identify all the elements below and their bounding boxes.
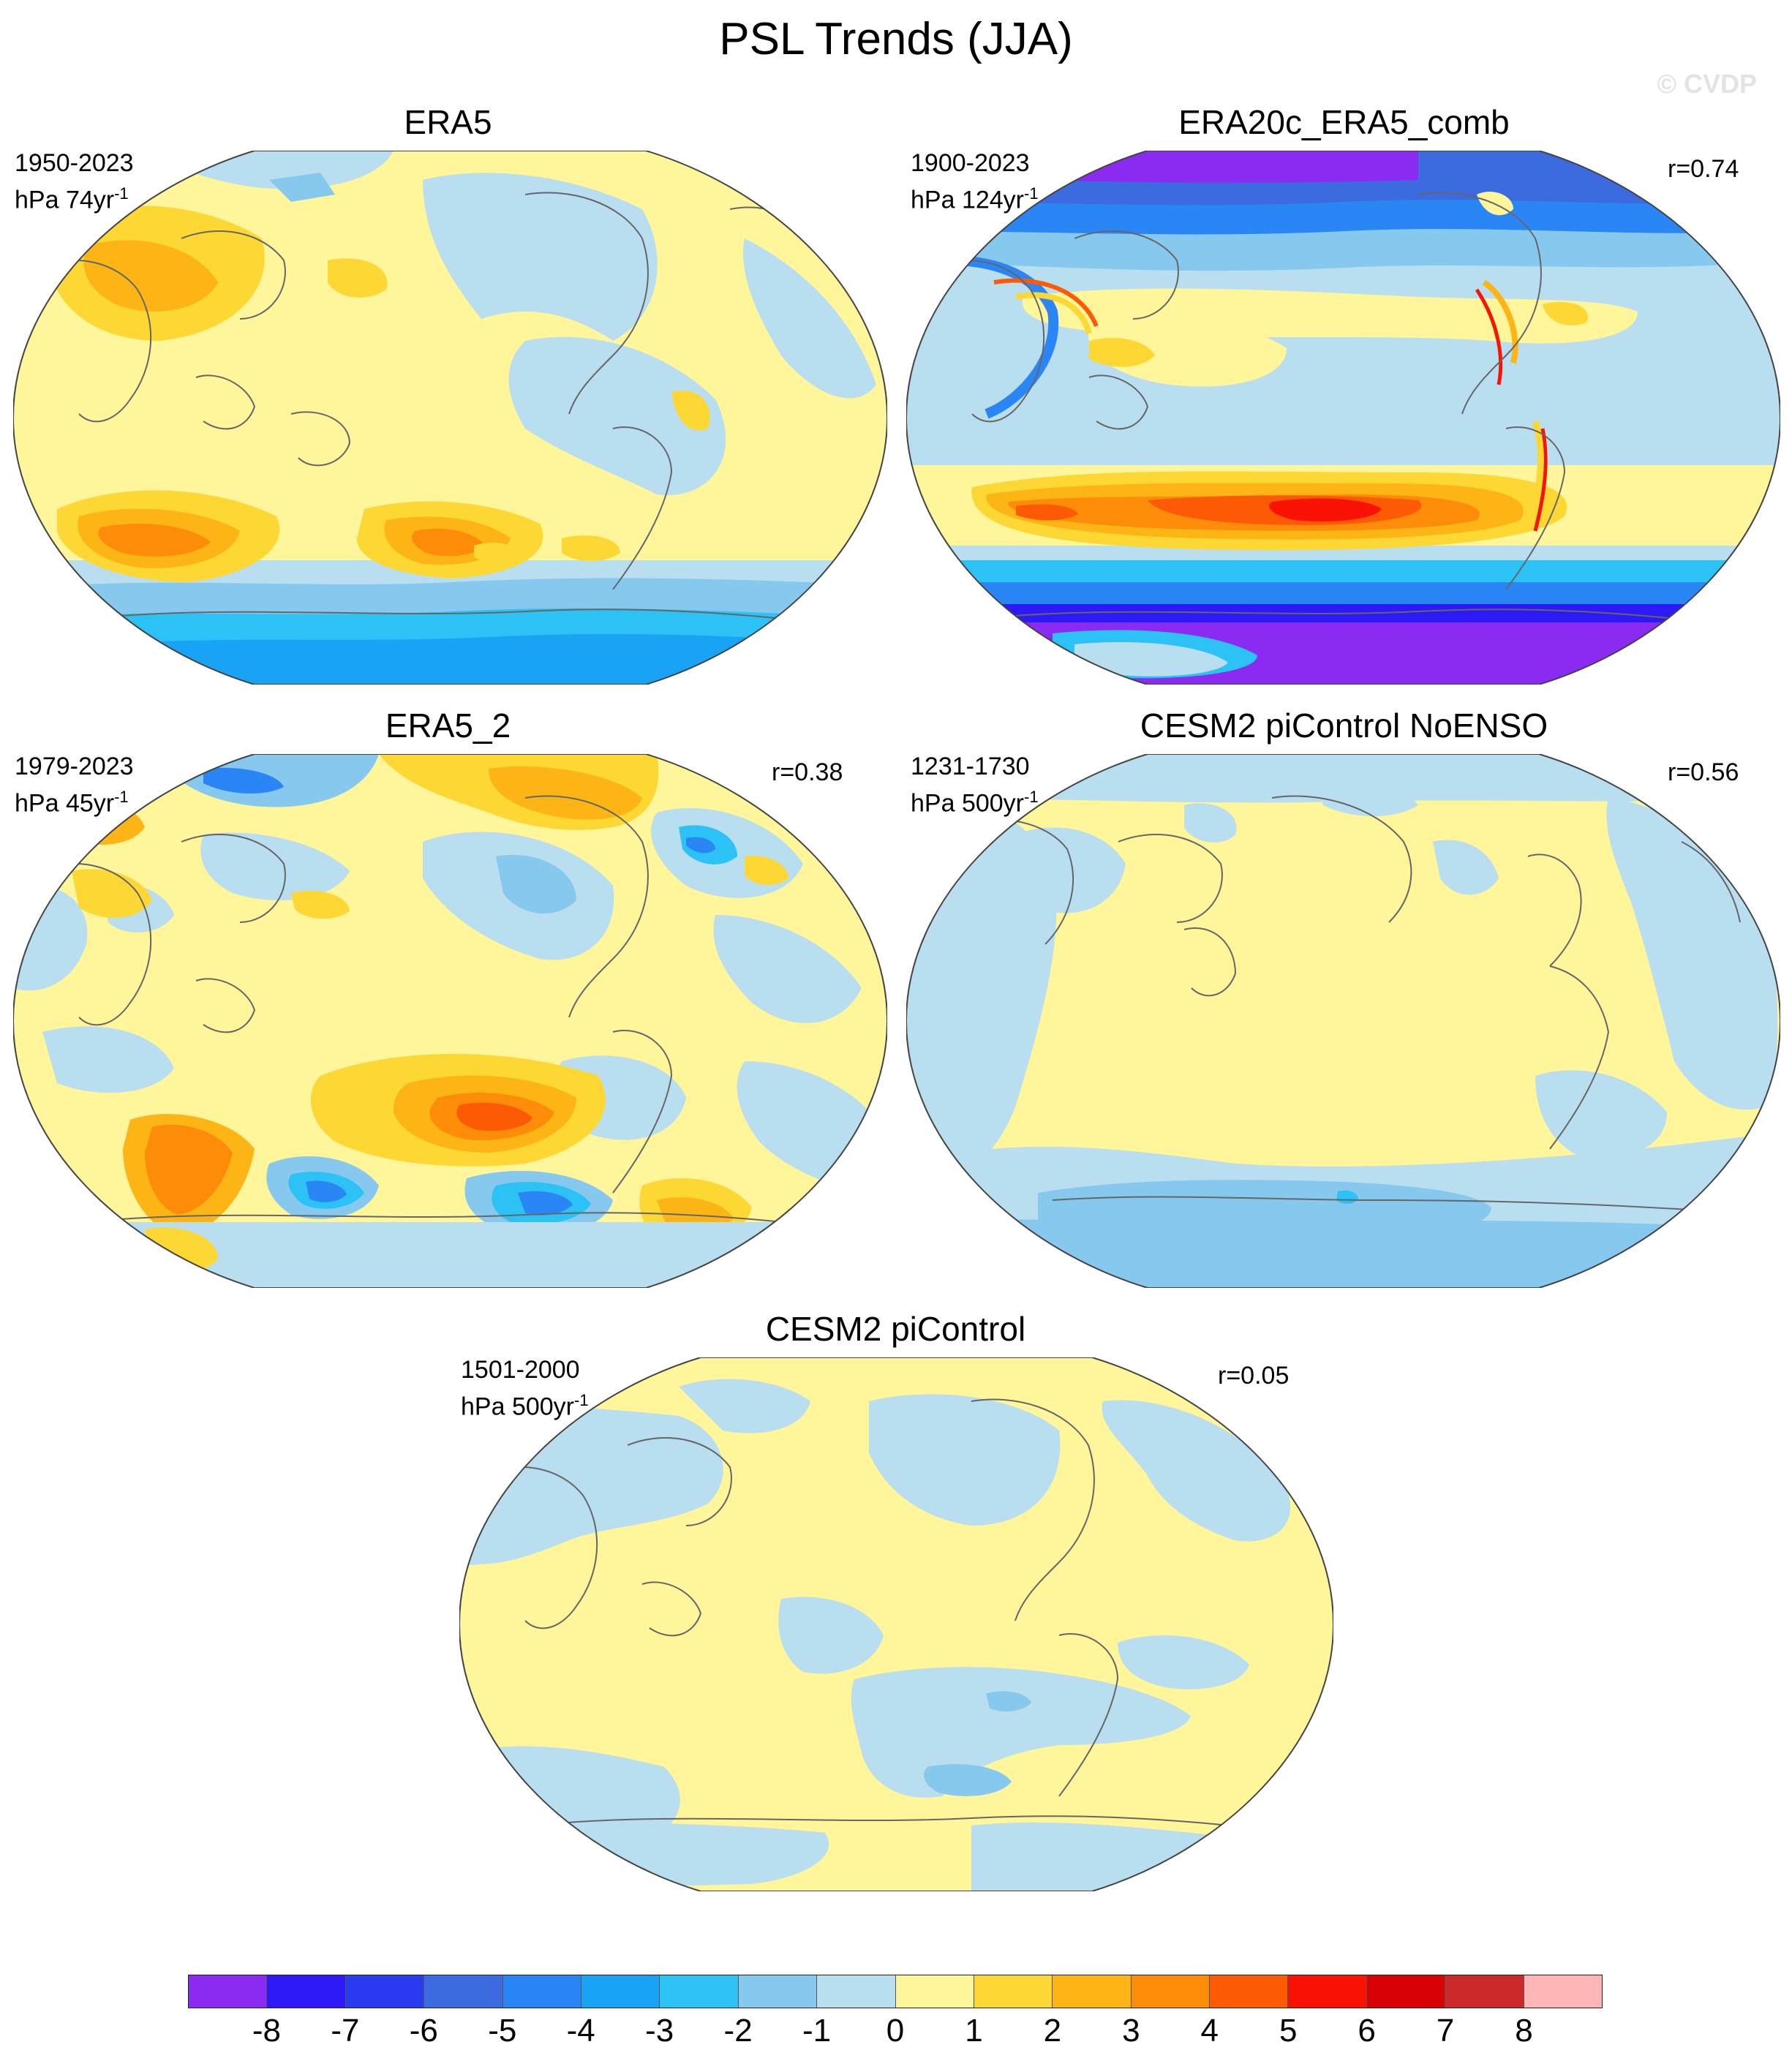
figure-title: PSL Trends (JJA) [719,14,1073,64]
colorbar-label: 7 [1436,2013,1455,2049]
colorbar-label: 0 [886,2013,905,2049]
map-era5-2 [13,754,887,1288]
colorbar-box [424,1975,503,2008]
panel-correlation: r=0.05 [1218,1362,1290,1390]
colorbar-label: 6 [1358,2013,1376,2049]
colorbar-label: 3 [1122,2013,1140,2049]
panel-cesm2-noenso: CESM2 piControl NoENSO 1231-1730 hPa 500… [896,706,1792,1291]
colorbar-label: -6 [409,2013,438,2049]
colorbar [188,1975,1603,2008]
colorbar-box [895,1975,974,2008]
panel-title: ERA20c_ERA5_comb [1178,103,1510,141]
panel-period: 1501-2000 hPa 500yr-1 [461,1356,589,1421]
panel-period: 1979-2023 hPa 45yr-1 [15,753,134,818]
colorbar-box [1524,1975,1603,2008]
map-cesm2-noenso [906,754,1780,1288]
colorbar-box [267,1975,346,2008]
colorbar-label: -3 [645,2013,674,2049]
panel-correlation: r=0.74 [1668,155,1739,183]
panel-era20c: ERA20c_ERA5_comb 1900-2023 hPa 124yr-1 r… [896,102,1792,687]
colorbar-label: 4 [1200,2013,1219,2049]
colorbar-box [1366,1975,1446,2008]
colorbar-label: -7 [331,2013,360,2049]
colorbar-box [189,1975,268,2008]
panel-title: ERA5 [404,103,492,141]
panel-correlation: r=0.38 [772,758,843,786]
panel-period: 1231-1730 hPa 500yr-1 [911,753,1039,818]
panel-cesm2-picontrol: CESM2 piControl 1501-2000 hPa 500yr-1 r=… [448,1309,1344,1916]
colorbar-label: -4 [566,2013,595,2049]
panel-title: ERA5_2 [385,706,511,745]
map-era20c [906,151,1780,685]
colorbar-box [1053,1975,1132,2008]
panel-era5: ERA5 1950-2023 hPa 74yr-1 [0,102,896,687]
panel-title: CESM2 piControl [765,1310,1026,1348]
colorbar-label: 5 [1279,2013,1298,2049]
colorbar-box [1210,1975,1289,2008]
colorbar-box [974,1975,1053,2008]
panel-era5-2: ERA5_2 1979-2023 hPa 45yr-1 r=0.38 [0,706,896,1291]
panel-period: 1900-2023 hPa 124yr-1 [911,149,1039,214]
colorbar-label: -2 [723,2013,753,2049]
colorbar-label: 2 [1043,2013,1062,2049]
colorbar-box [817,1975,896,2008]
colorbar-box [1445,1975,1524,2008]
watermark: © CVDP [1657,69,1757,99]
map-era5 [13,151,887,685]
colorbar-box [1131,1975,1211,2008]
map-cesm2-picontrol [459,1357,1333,1891]
colorbar-box [345,1975,425,2008]
panel-title: CESM2 piControl NoENSO [1140,706,1548,745]
colorbar-label: 1 [965,2013,983,2049]
colorbar-box [660,1975,739,2008]
panel-correlation: r=0.56 [1668,758,1739,786]
colorbar-box [581,1975,660,2008]
colorbar-label: 8 [1515,2013,1533,2049]
panel-period: 1950-2023 hPa 74yr-1 [15,149,134,214]
colorbar-label: -5 [488,2013,517,2049]
colorbar-label: -8 [252,2013,281,2049]
colorbar-box [502,1975,581,2008]
colorbar-box [738,1975,818,2008]
colorbar-box [1288,1975,1367,2008]
colorbar-label: -1 [802,2013,832,2049]
